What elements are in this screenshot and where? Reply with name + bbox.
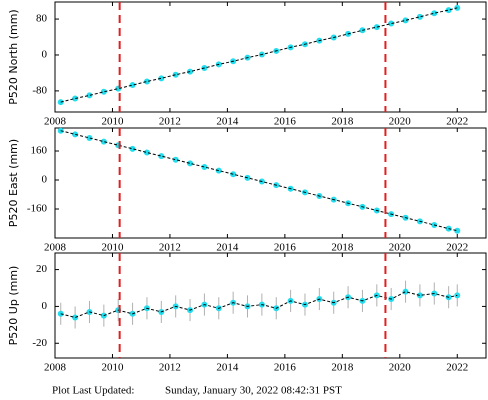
point [86, 92, 93, 99]
x-tick-label: 2010 [101, 362, 124, 374]
point [86, 134, 93, 141]
plot-frame [54, 252, 487, 359]
x-tick-label: 2018 [331, 116, 354, 128]
x-tick-label: 2022 [446, 362, 468, 374]
point [143, 78, 150, 85]
x-tick-label: 2018 [331, 242, 354, 254]
plot-frame [54, 1, 487, 113]
point [129, 82, 136, 89]
x-tick-label: 2010 [101, 242, 124, 254]
y-tick-label: 0 [42, 174, 48, 186]
point [187, 160, 194, 167]
point [416, 13, 423, 20]
y-axis-label: P520 North (mm) [7, 9, 20, 104]
x-tick-label: 2008 [44, 362, 67, 374]
point [431, 10, 438, 17]
point [143, 149, 150, 156]
x-tick-label: 2016 [274, 116, 297, 128]
point [454, 227, 461, 234]
x-tick-label: 2018 [331, 362, 354, 374]
x-tick-label: 2020 [389, 116, 412, 128]
point [72, 95, 79, 102]
plot-frame [54, 127, 487, 239]
x-tick-label: 2022 [446, 116, 468, 128]
point [388, 20, 395, 27]
x-tick-label: 2022 [446, 242, 468, 254]
x-tick-label: 2012 [159, 116, 181, 128]
point [158, 75, 165, 82]
x-tick-label: 2008 [44, 242, 67, 254]
point [172, 156, 179, 163]
point [445, 7, 452, 14]
trend-line [60, 291, 458, 319]
point [373, 24, 380, 31]
x-tick-label: 2016 [274, 242, 297, 254]
y-tick-label: 0 [42, 49, 48, 61]
x-tick-label: 2008 [44, 116, 67, 128]
footer-label: Plot Last Updated: [52, 385, 135, 397]
y-tick-label: -80 [32, 84, 47, 96]
trend-line [60, 130, 458, 232]
point [100, 138, 107, 145]
footer-timestamp: Sunday, January 30, 2022 08:42:31 PST [165, 385, 342, 397]
x-tick-label: 2014 [216, 362, 239, 374]
x-tick-label: 2016 [274, 362, 297, 374]
point [201, 163, 208, 170]
y-axis-label: P520 East (mm) [7, 139, 20, 227]
x-tick-label: 2012 [159, 242, 181, 254]
point [72, 131, 79, 138]
point [402, 17, 409, 24]
y-tick-label: -20 [32, 337, 47, 349]
y-tick-label: 20 [36, 263, 48, 275]
y-tick-label: -160 [27, 203, 48, 215]
point [158, 153, 165, 160]
point [215, 167, 222, 174]
point [100, 88, 107, 95]
point [129, 145, 136, 152]
trend-line [60, 7, 458, 103]
y-tick-label: 160 [31, 145, 48, 157]
x-tick-label: 2010 [101, 116, 124, 128]
y-tick-label: 0 [42, 300, 48, 312]
y-tick-label: 80 [36, 13, 48, 25]
x-tick-label: 2014 [216, 242, 239, 254]
x-tick-label: 2012 [159, 362, 181, 374]
point [416, 292, 423, 299]
point [402, 288, 409, 295]
point [72, 314, 79, 321]
x-tick-label: 2014 [216, 116, 239, 128]
y-axis-label: P520 Up (mm) [7, 266, 20, 346]
x-tick-label: 2020 [389, 362, 412, 374]
point [172, 71, 179, 78]
x-tick-label: 2020 [389, 242, 412, 254]
